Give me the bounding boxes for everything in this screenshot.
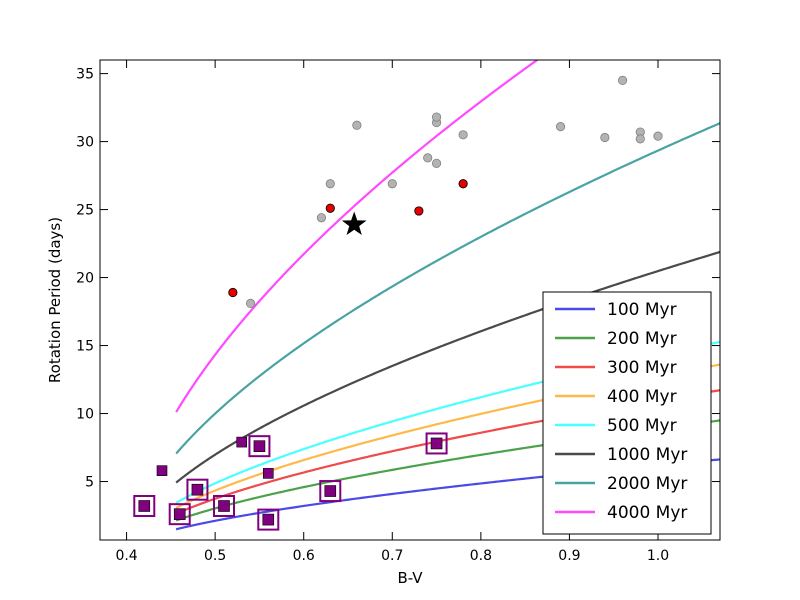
purple-boxed-square-point xyxy=(138,500,151,512)
purple-boxed-square-point xyxy=(262,513,275,526)
x-tick-label: 0.8 xyxy=(470,548,492,564)
purple-box-outline xyxy=(213,495,235,518)
y-axis-label: Rotation Period (days) xyxy=(46,217,64,383)
legend-box xyxy=(542,291,712,535)
gray-point xyxy=(555,122,566,132)
purple-box-outline xyxy=(257,508,280,531)
data-points xyxy=(133,75,663,531)
gray-point xyxy=(653,131,663,141)
gray-point xyxy=(617,75,628,85)
purple-square-point xyxy=(156,465,168,476)
legend-label-400-myr: 400 Myr xyxy=(607,387,677,407)
purple-box-outline xyxy=(425,432,448,455)
x-axis-label: B-V xyxy=(397,569,423,587)
x-tick-label: 0.9 xyxy=(558,548,580,564)
purple-box-outline xyxy=(248,435,271,458)
y-tick-label: 15 xyxy=(76,339,94,355)
legend-label-100-myr: 100 Myr xyxy=(607,300,677,320)
x-tick-label: 0.5 xyxy=(204,548,226,564)
purple-boxed-square-point xyxy=(173,508,186,520)
x-tick-label: 0.6 xyxy=(293,548,315,564)
gray-point xyxy=(431,158,442,168)
purple-square-point xyxy=(236,436,248,448)
gray-point xyxy=(316,213,327,223)
legend-label-4000-myr: 4000 Myr xyxy=(607,503,687,523)
gray-point xyxy=(431,112,442,122)
gray-point xyxy=(635,134,645,144)
series-line-4000-myr xyxy=(175,60,539,413)
y-tick-label: 30 xyxy=(76,135,94,151)
purple-box-outline xyxy=(168,503,191,526)
star-point xyxy=(341,211,367,236)
purple-boxed-square-point xyxy=(191,483,204,496)
y-tick-label: 10 xyxy=(76,407,94,423)
plot-frame xyxy=(99,59,721,541)
gray-point xyxy=(245,298,256,308)
gray-point xyxy=(352,120,362,130)
y-tick-label: 20 xyxy=(76,271,94,287)
purple-boxed-square-point xyxy=(430,437,443,450)
purple-box-outline xyxy=(133,495,156,518)
series-line-2000-myr xyxy=(175,122,720,455)
legend-label-500-myr: 500 Myr xyxy=(607,416,677,436)
purple-boxed-square-point xyxy=(253,440,266,452)
red-point xyxy=(228,287,238,298)
legend: 100 Myr 200 Myr 300 Myr 400 Myr 500 Myr 1000 … xyxy=(542,291,712,535)
x-tick-label: 0.7 xyxy=(381,548,403,564)
purple-boxed-square-point xyxy=(324,485,337,497)
gray-point xyxy=(423,153,433,163)
purple-boxed-square-point xyxy=(218,500,230,512)
gray-point xyxy=(458,130,468,140)
x-tick-label: 1.0 xyxy=(647,548,669,564)
y-tick-label: 25 xyxy=(76,203,94,219)
gray-point xyxy=(325,179,335,189)
x-tick-label: 0.4 xyxy=(115,548,137,564)
red-point xyxy=(414,206,424,216)
legend-label-1000-myr: 1000 Myr xyxy=(607,445,687,465)
purple-box-outline xyxy=(319,480,342,503)
legend-label-300-myr: 300 Myr xyxy=(607,358,677,378)
legend-label-200-myr: 200 Myr xyxy=(607,329,677,349)
y-tick-label: 5 xyxy=(85,475,94,491)
purple-square-point xyxy=(262,468,274,479)
gray-point xyxy=(600,132,610,143)
y-tick-label: 35 xyxy=(76,67,94,83)
gray-point xyxy=(387,179,397,189)
red-point xyxy=(325,203,335,213)
legend-label-2000-myr: 2000 Myr xyxy=(607,474,687,494)
red-point xyxy=(458,179,468,189)
axis-ticks: 0.4 0.5 0.6 0.7 0.8 0.9 1.0 5 10 15 20 25 30 35 xyxy=(76,60,720,564)
purple-box-outline xyxy=(186,478,209,501)
